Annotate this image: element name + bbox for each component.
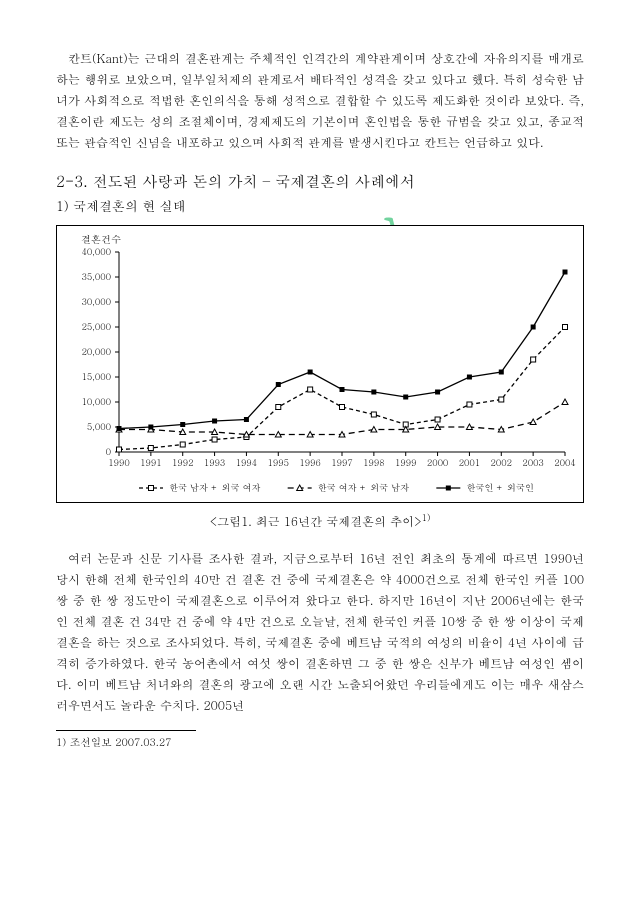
svg-text:1994: 1994 xyxy=(236,456,257,469)
svg-text:1998: 1998 xyxy=(363,456,384,469)
svg-text:30,000: 30,000 xyxy=(82,295,111,308)
section-heading: 2-3. 전도된 사랑과 돈의 가치 – 국제결혼의 사례에서 xyxy=(56,171,584,192)
svg-text:한국인 + 외국인: 한국인 + 외국인 xyxy=(466,481,534,494)
svg-text:한국 여자 + 외국 남자: 한국 여자 + 외국 남자 xyxy=(318,481,410,494)
svg-text:10,000: 10,000 xyxy=(82,395,111,408)
svg-text:2004: 2004 xyxy=(554,456,575,469)
chart-svg: 05,00010,00015,00020,00025,00030,00035,0… xyxy=(57,226,583,502)
marriage-trend-chart: 결혼건수 05,00010,00015,00020,00025,00030,00… xyxy=(56,225,584,503)
svg-text:25,000: 25,000 xyxy=(82,320,111,333)
svg-text:1990: 1990 xyxy=(108,456,129,469)
svg-text:2000: 2000 xyxy=(427,456,448,469)
svg-text:1996: 1996 xyxy=(299,456,320,469)
svg-text:1997: 1997 xyxy=(331,456,352,469)
svg-text:한국 남자 + 외국 여자: 한국 남자 + 외국 여자 xyxy=(169,481,261,494)
intro-paragraph: 칸트(Kant)는 근대의 결혼관계는 주체적인 인격간의 계약관계이며 상호간… xyxy=(56,48,584,153)
svg-text:35,000: 35,000 xyxy=(82,270,111,283)
svg-text:5,000: 5,000 xyxy=(87,420,111,433)
svg-text:15,000: 15,000 xyxy=(82,370,111,383)
svg-text:1995: 1995 xyxy=(268,456,289,469)
svg-text:1993: 1993 xyxy=(204,456,225,469)
footnote: 1) 조선일보 2007.03.27 xyxy=(56,734,584,749)
svg-text:40,000: 40,000 xyxy=(82,245,111,258)
section-subheading: 1) 국제결혼의 현 실태 xyxy=(56,196,584,215)
footnote-rule xyxy=(56,730,196,731)
svg-text:1991: 1991 xyxy=(140,456,161,469)
caption-text: <그림1. 최근 16년간 국제결혼의 추이> xyxy=(210,513,422,530)
svg-text:1999: 1999 xyxy=(395,456,416,469)
svg-text:2001: 2001 xyxy=(459,456,480,469)
caption-footnote-ref: 1) xyxy=(422,511,431,524)
svg-text:20,000: 20,000 xyxy=(82,345,111,358)
svg-text:2003: 2003 xyxy=(522,456,543,469)
y-axis-label: 결혼건수 xyxy=(81,232,121,246)
chart-caption: <그림1. 최근 16년간 국제결혼의 추이>1) xyxy=(56,511,584,530)
body-paragraph: 여러 논문과 신문 기사를 조사한 결과, 지금으로부터 16년 전인 최초의 … xyxy=(56,548,584,716)
svg-text:2002: 2002 xyxy=(491,456,512,469)
svg-text:1992: 1992 xyxy=(172,456,193,469)
